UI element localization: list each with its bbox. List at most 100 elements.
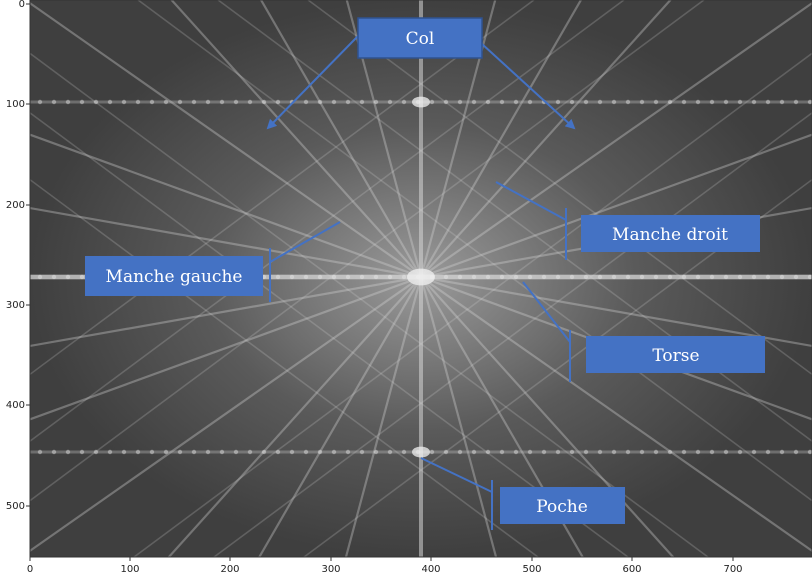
spectrum-bead	[513, 449, 519, 455]
spectrum-bead	[331, 449, 337, 455]
spectrum-bead	[513, 274, 519, 280]
spectrum-bead	[737, 99, 743, 105]
spectrum-bead	[331, 274, 337, 280]
y-tick-label: 0	[19, 0, 25, 10]
spectrum-bead	[177, 449, 183, 455]
callout-manche-droit: Manche droit	[581, 215, 760, 252]
spectrum-bead	[695, 449, 701, 455]
spectrum-bead	[653, 99, 659, 105]
spectrum-bead	[555, 99, 561, 105]
spectrum-bead	[401, 99, 407, 105]
spectrum-bead	[317, 449, 323, 455]
spectrum-bead	[583, 274, 589, 280]
spectrum-bead	[709, 274, 715, 280]
spectrum-bead	[793, 99, 799, 105]
spectrum-bead	[611, 274, 617, 280]
callout-manche-gauche-label: Manche gauche	[106, 267, 243, 287]
spectrum-bead	[681, 274, 687, 280]
spectrum-bead	[597, 99, 603, 105]
spectrum-bead	[275, 274, 281, 280]
callout-poche: Poche	[500, 487, 625, 524]
spectrum-bead	[765, 99, 771, 105]
spectrum-bead	[345, 274, 351, 280]
spectrum-bead	[401, 274, 407, 280]
spectrum-bead	[569, 449, 575, 455]
spectrum-bead	[499, 274, 505, 280]
spectrum-bead	[471, 99, 477, 105]
spectrum-bead	[681, 449, 687, 455]
x-tick-label: 300	[321, 564, 340, 575]
spectrum-bead	[107, 99, 113, 105]
manche-droit-leader	[495, 181, 567, 221]
leader-lines	[266, 35, 576, 530]
spectrum-bead	[51, 99, 57, 105]
spectrum-bead	[779, 99, 785, 105]
spectrum-bead	[37, 449, 43, 455]
spectrum-bead	[513, 99, 519, 105]
spectrum-bead	[611, 449, 617, 455]
col-arrow-right	[481, 43, 576, 130]
spectrum-bright-spot	[407, 268, 435, 286]
spectrum-bead	[121, 99, 127, 105]
spectrum-bead	[163, 99, 169, 105]
callout-torse: Torse	[586, 336, 765, 373]
spectrum-bead	[401, 449, 407, 455]
spectrum-bead	[387, 99, 393, 105]
spectrum-bead	[667, 449, 673, 455]
spectrum-bead	[807, 449, 812, 455]
col-arrow-left	[266, 35, 359, 130]
manche-gauche-leader	[269, 221, 341, 263]
spectrum-bead	[471, 449, 477, 455]
spectrum-bead	[149, 99, 155, 105]
callout-poche-label: Poche	[536, 497, 588, 517]
spectrum-bead	[289, 274, 295, 280]
spectrum-bead	[457, 449, 463, 455]
spectrum-bead	[793, 449, 799, 455]
spectrum-bead	[667, 274, 673, 280]
torse-leader	[522, 281, 571, 343]
spectrum-bead	[93, 99, 99, 105]
spectrum-bead	[807, 99, 812, 105]
spectrum-bead	[79, 449, 85, 455]
spectrum-bead	[331, 99, 337, 105]
spectrum-bead	[779, 274, 785, 280]
spectrum-bead	[625, 274, 631, 280]
spectrum-bead	[541, 449, 547, 455]
spectrum-bead	[149, 449, 155, 455]
spectrum-bead	[709, 99, 715, 105]
spectrum-bead	[163, 449, 169, 455]
spectrum-bead	[765, 449, 771, 455]
spectrum-bead	[261, 449, 267, 455]
spectrum-bead	[779, 449, 785, 455]
spectrum-bead	[65, 99, 71, 105]
spectrum-bead	[121, 449, 127, 455]
callout-manche-gauche: Manche gauche	[85, 256, 263, 296]
callout-manche-droit-label: Manche droit	[612, 225, 728, 245]
spectrum-bright-spot	[412, 446, 430, 458]
spectrum-bead	[569, 99, 575, 105]
x-tick-label: 600	[622, 564, 641, 575]
callout-col-label: Col	[406, 29, 435, 49]
x-tick-label: 200	[220, 564, 239, 575]
spectrum-bead	[639, 274, 645, 280]
spectrum-bead	[793, 274, 799, 280]
spectrum-bead	[205, 449, 211, 455]
spectrum-bead	[429, 449, 435, 455]
spectrum-bead	[65, 449, 71, 455]
spectrum-bead	[653, 449, 659, 455]
spectrum-bead	[275, 99, 281, 105]
y-tick-label: 400	[6, 400, 25, 411]
spectrum-bead	[485, 274, 491, 280]
spectrum-bead	[275, 449, 281, 455]
x-axis-ticks: 0 100 200 300 400 500 600 700	[27, 557, 743, 575]
spectrum-bead	[247, 99, 253, 105]
spectrum-bead	[443, 449, 449, 455]
spectrum-bead	[359, 274, 365, 280]
spectrum-bead	[555, 449, 561, 455]
